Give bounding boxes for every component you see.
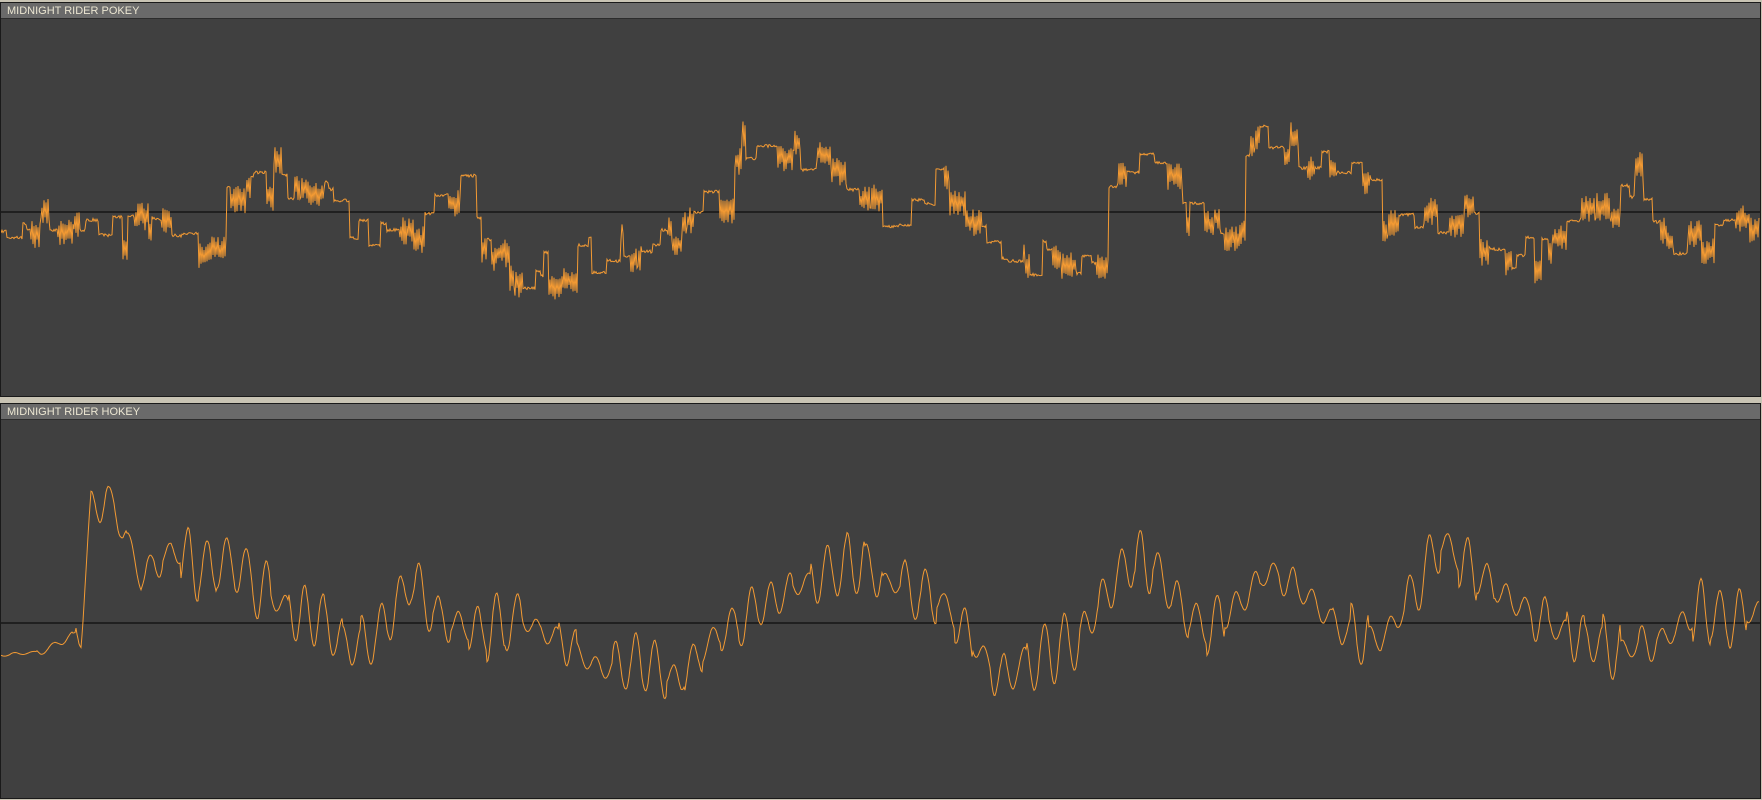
track-panel-hokey: MIDNIGHT RIDER HOKEY (0, 403, 1761, 799)
waveform-display-hokey[interactable] (1, 420, 1760, 798)
track-title: MIDNIGHT RIDER POKEY (7, 5, 140, 17)
waveform-display-pokey[interactable] (1, 19, 1760, 396)
waveform-trace (1, 485, 1759, 700)
track-title-bar[interactable]: MIDNIGHT RIDER HOKEY (1, 404, 1760, 420)
track-title: MIDNIGHT RIDER HOKEY (7, 406, 141, 418)
track-title-bar[interactable]: MIDNIGHT RIDER POKEY (1, 3, 1760, 19)
waveform-trace (1, 121, 1760, 300)
track-panel-pokey: MIDNIGHT RIDER POKEY (0, 2, 1761, 397)
